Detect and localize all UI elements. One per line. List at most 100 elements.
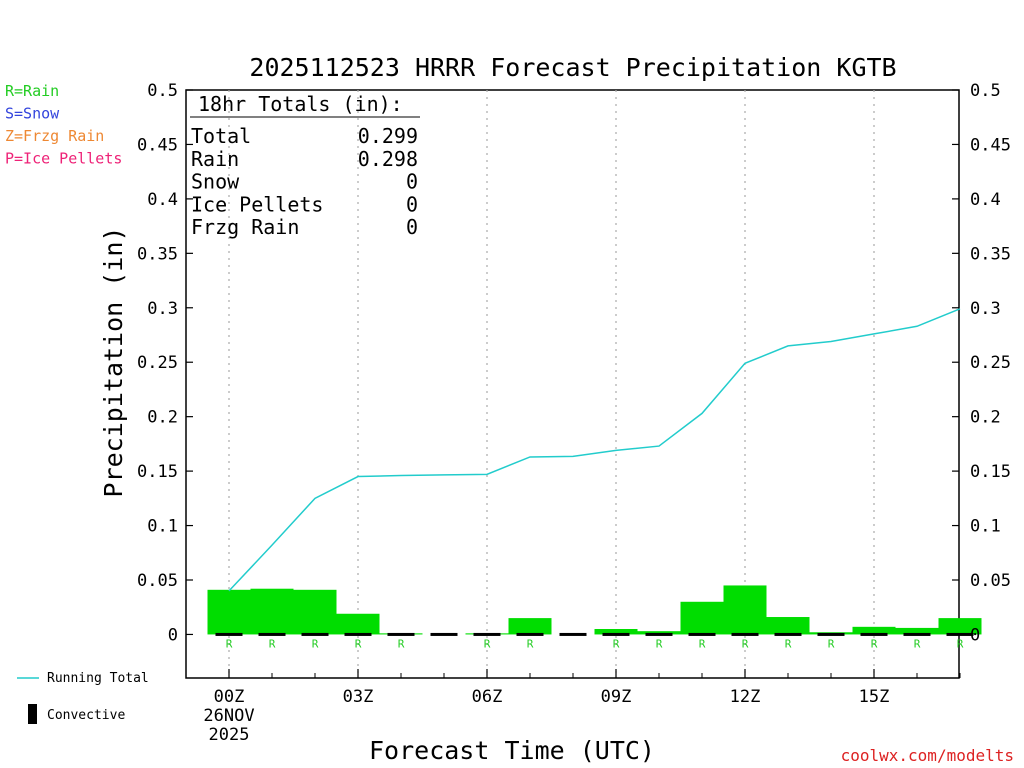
y-axis-left: 0 0.05 0.1 0.15 0.2 0.25 0.3 0.35 0.4 0.45 0.5 xyxy=(137,81,193,645)
y-tick-label-right: 0.4 xyxy=(970,190,1001,210)
y-tick-label-right: 0.25 xyxy=(970,353,1011,373)
totals-row-value: 0 xyxy=(406,170,418,194)
grid-lines xyxy=(228,90,875,678)
precip-type-mark: R xyxy=(656,637,663,650)
y-tick-label-left: 0.05 xyxy=(137,571,178,591)
convective-bar xyxy=(215,632,243,636)
totals-box: 18hr Totals (in): Total 0.299 Rain 0.298 Sno… xyxy=(190,92,420,239)
precip-type-mark: R xyxy=(785,637,792,650)
y-tick-label-left: 0.4 xyxy=(147,190,178,210)
precip-bar xyxy=(852,626,896,635)
precip-legend-item: Z=Frzg Rain xyxy=(5,127,104,145)
precip-type-mark: R xyxy=(613,637,620,650)
precip-legend-item: P=Ice Pellets xyxy=(5,150,122,168)
precip-type-mark: R xyxy=(699,637,706,650)
convective-bar xyxy=(860,632,888,636)
precip-bar xyxy=(637,631,681,635)
precip-bar xyxy=(766,617,810,635)
precip-bar xyxy=(508,618,552,635)
y-tick-label-right: 0.3 xyxy=(970,299,1001,319)
totals-row-label: Frzg Rain xyxy=(191,215,299,239)
running-total-polyline xyxy=(228,308,961,592)
y-tick-label-right: 0.45 xyxy=(970,135,1011,155)
y-tick-label-left: 0.35 xyxy=(137,244,178,264)
convective-bar xyxy=(774,632,802,636)
chart-title: 2025112523 HRRR Forecast Precipitation K… xyxy=(249,53,896,82)
y-tick-label-left: 0.1 xyxy=(147,517,178,537)
convective-bar xyxy=(602,632,630,636)
totals-row-label: Snow xyxy=(191,170,240,194)
y-tick-label-left: 0.2 xyxy=(147,408,178,428)
totals-row-value: 0 xyxy=(406,192,418,216)
convective-bar xyxy=(344,632,372,636)
convective-bar xyxy=(817,632,845,636)
y-tick-label-right: 0.1 xyxy=(970,517,1001,537)
precip-type-mark: R xyxy=(226,637,233,650)
totals-row-value: 0 xyxy=(406,215,418,239)
hourly-bars xyxy=(207,585,982,636)
precip-bar xyxy=(250,588,294,635)
convective-bar xyxy=(258,632,286,636)
totals-row-label: Total xyxy=(191,124,251,148)
y-axis-label: Precipitation (in) xyxy=(99,227,128,498)
precip-bar xyxy=(723,585,767,635)
x-axis-label: Forecast Time (UTC) xyxy=(369,736,655,765)
convective-legend-label: Convective xyxy=(47,708,125,723)
precip-type-mark: R xyxy=(914,637,921,650)
convective-bar xyxy=(387,632,415,636)
y-axis-right: 0 0.05 0.1 0.15 0.2 0.25 0.3 0.35 0.4 0.45 0.5 xyxy=(952,81,1011,645)
precip-type-mark: R xyxy=(355,637,362,650)
totals-heading: 18hr Totals (in): xyxy=(198,92,403,116)
y-tick-label-left: 0.25 xyxy=(137,353,178,373)
x-tick-label: 03Z xyxy=(343,687,374,707)
precip-type-mark: R xyxy=(484,637,491,650)
convective-legend-swatch xyxy=(28,704,37,724)
convective-bar xyxy=(516,632,544,636)
y-tick-label-left: 0.3 xyxy=(147,299,178,319)
y-tick-label-right: 0.35 xyxy=(970,244,1011,264)
y-tick-label-left: 0.15 xyxy=(137,462,178,482)
y-tick-label-left: 0.5 xyxy=(147,81,178,101)
credit-text: coolwx.com/modelts xyxy=(841,746,1014,765)
precip-legend-item: R=Rain xyxy=(5,82,59,100)
precip-bar xyxy=(895,627,939,635)
y-tick-label-right: 0.2 xyxy=(970,408,1001,428)
precip-type-mark: R xyxy=(957,637,964,650)
x-tick-date-label: 2025 xyxy=(209,725,250,745)
y-tick-label-right: 0.15 xyxy=(970,462,1011,482)
precip-type-legend: R=Rain S=Snow Z=Frzg Rain P=Ice Pellets xyxy=(5,82,122,168)
y-tick-label-left: 0 xyxy=(168,625,178,645)
precip-bar xyxy=(336,613,380,635)
y-tick-label-right: 0.5 xyxy=(970,81,1001,101)
precip-type-mark: R xyxy=(527,637,534,650)
convective-bar xyxy=(645,632,673,636)
precip-bar xyxy=(938,618,982,635)
running-total-legend-label: Running Total xyxy=(47,671,149,686)
precip-type-mark: R xyxy=(871,637,878,650)
totals-row-label: Rain xyxy=(191,147,239,171)
y-tick-label-right: 0 xyxy=(970,625,980,645)
precip-bar xyxy=(680,601,724,635)
x-tick-label: 00Z xyxy=(214,687,245,707)
convective-bar xyxy=(688,632,716,636)
series-legend: Running Total Convective xyxy=(17,671,149,724)
y-tick-label-left: 0.45 xyxy=(137,135,178,155)
convective-bar xyxy=(559,632,587,636)
x-tick-label: 12Z xyxy=(730,687,761,707)
precip-type-mark: R xyxy=(312,637,319,650)
totals-row-value: 0.299 xyxy=(358,124,418,148)
precip-type-mark: R xyxy=(398,637,405,650)
y-tick-label-right: 0.05 xyxy=(970,571,1011,591)
convective-bar xyxy=(731,632,759,636)
precip-bar xyxy=(207,589,251,635)
convective-bar xyxy=(430,632,458,636)
precip-type-mark: R xyxy=(742,637,749,650)
x-tick-date-label: 26NOV xyxy=(203,706,254,726)
precip-legend-item: S=Snow xyxy=(5,105,60,123)
totals-row-value: 0.298 xyxy=(358,147,418,171)
x-tick-label: 15Z xyxy=(859,687,890,707)
convective-bar xyxy=(301,632,329,636)
